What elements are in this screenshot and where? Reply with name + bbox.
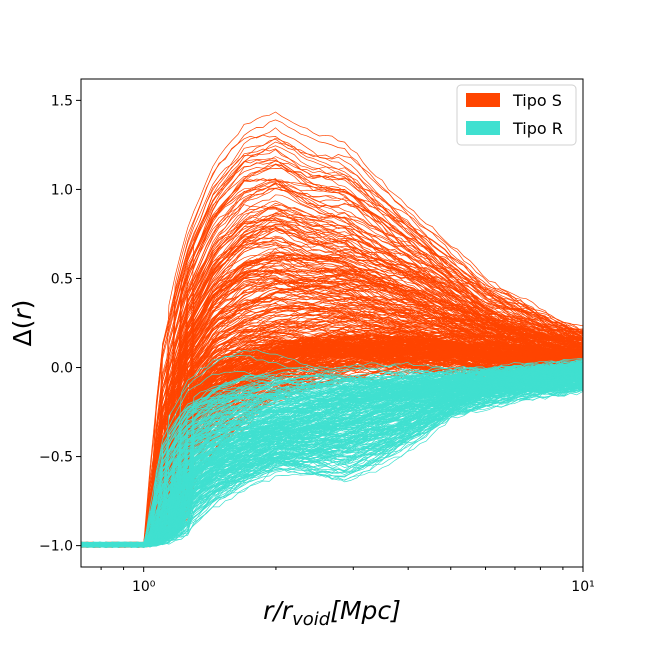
series-line	[81, 376, 583, 548]
series-line	[81, 373, 583, 547]
series-line	[81, 371, 583, 546]
series-line	[81, 160, 583, 548]
legend: Tipo S Tipo R	[456, 84, 577, 146]
series-line	[81, 181, 583, 547]
series-line	[81, 178, 583, 548]
series-line	[81, 365, 583, 548]
series-line	[81, 365, 583, 548]
series-line	[81, 220, 583, 548]
series-line	[81, 362, 583, 548]
series-line	[81, 178, 583, 548]
legend-swatch-tipo-s	[466, 93, 500, 107]
x-tick-label: 10⁰	[132, 579, 156, 595]
series-tipo-r	[81, 349, 583, 548]
series-line	[81, 257, 583, 548]
series-line	[81, 367, 583, 548]
y-tick-label: −0.5	[39, 450, 73, 466]
series-line	[81, 280, 583, 548]
legend-label-tipo-r: Tipo R	[512, 119, 563, 138]
y-tick-label: −1.0	[39, 539, 73, 555]
series-line	[81, 367, 583, 547]
x-axis-label: r/rvoid[Mpc]	[263, 596, 401, 630]
series-line	[81, 367, 583, 548]
legend-swatch-tipo-r	[466, 121, 500, 135]
y-tick-label: 1.0	[51, 182, 73, 198]
y-tick-label: 0.0	[51, 361, 73, 377]
series-line	[81, 236, 583, 548]
series-line	[81, 378, 583, 548]
series-line	[81, 367, 583, 547]
y-tick-label: 0.5	[51, 271, 73, 287]
series-line	[81, 365, 583, 548]
series-line	[81, 127, 583, 548]
series-line	[81, 377, 583, 548]
plot-frame	[80, 78, 584, 568]
axis-ticks: −1.0 −0.5 0.0 0.5 1.0 1.5 10⁰ 10¹	[39, 93, 595, 595]
series-line	[81, 365, 583, 548]
series-line	[81, 378, 583, 548]
y-axis-label: Δ(r)	[8, 300, 37, 347]
series-line	[81, 306, 583, 548]
series-line	[81, 230, 583, 548]
plot-area	[81, 111, 583, 548]
series-line	[81, 215, 583, 548]
series-line	[81, 382, 583, 548]
series-line	[81, 369, 583, 546]
series-line	[81, 145, 583, 548]
series-line	[81, 372, 583, 548]
series-line	[81, 254, 583, 547]
series-line	[81, 367, 583, 548]
x-tick-label: 10¹	[571, 579, 594, 595]
y-tick-label: 1.5	[51, 93, 73, 109]
series-line	[81, 364, 583, 548]
legend-label-tipo-s: Tipo S	[512, 91, 562, 110]
